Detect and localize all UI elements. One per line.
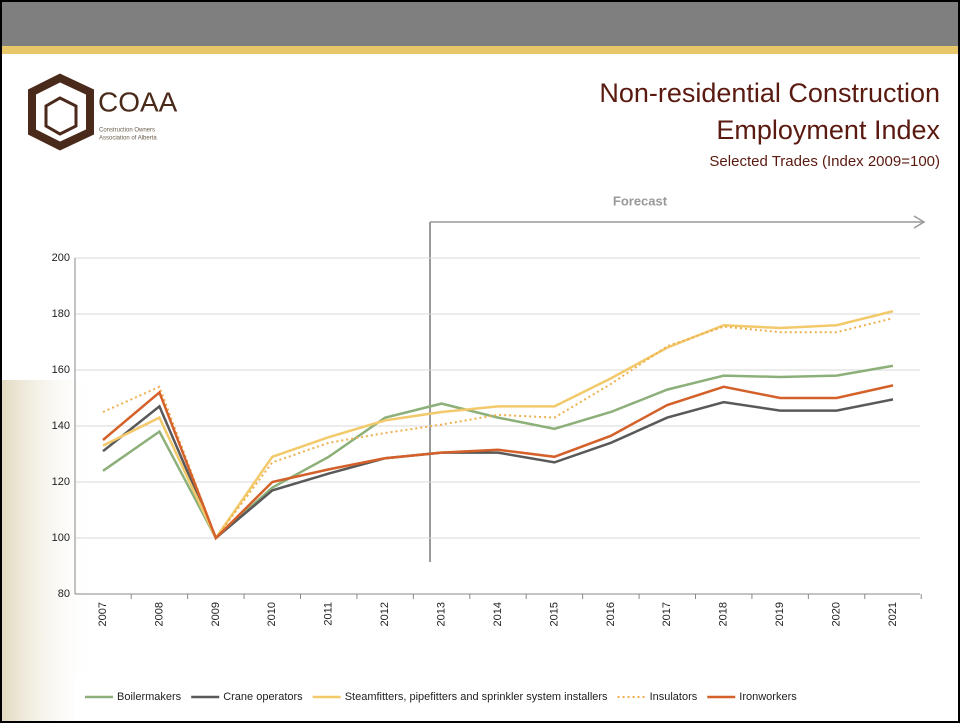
- logo-mark: [28, 73, 94, 151]
- series-line: [102, 398, 894, 541]
- x-tick-label: 2008: [153, 602, 165, 626]
- y-tick-label: 180: [52, 308, 70, 320]
- x-tick-label: 2007: [97, 602, 109, 626]
- x-tick-label: 2018: [718, 602, 730, 626]
- x-tick-label: 2015: [548, 602, 560, 626]
- chart-title: Employment Index: [716, 115, 940, 145]
- legend-label: Ironworkers: [739, 691, 797, 703]
- logo-line: Association of Alberta: [99, 136, 157, 142]
- logo-name: COAA: [98, 86, 178, 117]
- x-tick-label: 2019: [774, 602, 786, 626]
- y-tick-label: 140: [52, 420, 70, 432]
- legend-label: Insulators: [650, 691, 698, 703]
- x-tick-label: 2011: [323, 602, 335, 626]
- legend-label: Boilermakers: [117, 691, 182, 703]
- series-line: [102, 309, 894, 541]
- forecast-arrowhead: [913, 215, 926, 229]
- y-tick-label: 80: [58, 588, 70, 600]
- x-tick-label: 2010: [266, 602, 278, 626]
- y-tick-label: 160: [52, 364, 70, 376]
- chart-title: Non-residential Construction: [599, 78, 940, 108]
- logo-mark: [44, 96, 78, 136]
- x-tick-label: 2014: [492, 602, 504, 626]
- series-line: [102, 384, 894, 541]
- header-band: [0, 0, 960, 46]
- x-tick-label: 2009: [210, 602, 222, 626]
- y-tick-label: 200: [52, 252, 70, 264]
- x-tick-label: 2013: [435, 602, 447, 626]
- x-tick-label: 2020: [830, 602, 842, 626]
- background-image: [0, 380, 320, 723]
- legend-label: Steamfitters, pipefitters and sprinkler …: [345, 691, 608, 703]
- header-stripe: [0, 46, 960, 54]
- x-tick-label: 2016: [605, 602, 617, 626]
- annotation: Forecast: [613, 193, 668, 208]
- series-line: [102, 317, 894, 541]
- x-tick-label: 2017: [661, 602, 673, 626]
- legend-label: Crane operators: [223, 691, 303, 703]
- x-tick-label: 2021: [887, 602, 899, 626]
- x-tick-label: 2012: [379, 602, 391, 626]
- chart-subtitle: Selected Trades (Index 2009=100): [709, 153, 940, 170]
- y-tick-label: 120: [52, 476, 70, 488]
- y-tick-label: 100: [52, 532, 70, 544]
- logo-line: Construction Owners: [99, 128, 155, 134]
